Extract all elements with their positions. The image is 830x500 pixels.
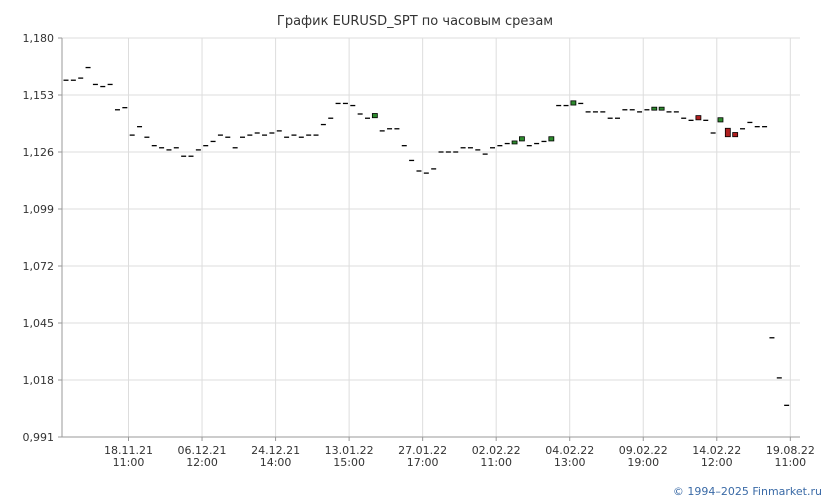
x-tick-label-date: 02.02.22 — [472, 444, 521, 457]
candle-body — [651, 106, 658, 111]
candle-body — [658, 106, 665, 111]
candle-body — [724, 127, 731, 138]
x-tick-label-time: 11:00 — [480, 456, 512, 469]
chart-title: График EURUSD_SPT по часовым срезам — [277, 14, 553, 29]
grid — [61, 37, 800, 438]
copyright-text: © 1994–2025 Finmarket.ru — [673, 485, 822, 498]
candle-body — [732, 132, 739, 138]
candle-body — [371, 113, 378, 119]
price-series — [63, 66, 790, 406]
x-tick-label-date: 14.02.22 — [692, 444, 741, 457]
y-tick-label: 1,126 — [23, 146, 55, 159]
x-axis: 18.11.2111:0006.12.2112:0024.12.2114:001… — [104, 437, 815, 469]
x-tick-label-time: 17:00 — [407, 456, 439, 469]
x-tick-label-time: 15:00 — [333, 456, 365, 469]
candle-body — [695, 115, 702, 121]
y-tick-label: 0,991 — [23, 431, 55, 444]
x-tick-label-date: 06.12.21 — [178, 444, 227, 457]
x-tick-label-date: 04.02.22 — [545, 444, 594, 457]
x-tick-label-date: 19.08.22 — [766, 444, 815, 457]
y-tick-label: 1,045 — [23, 317, 55, 330]
y-tick-label: 1,018 — [23, 374, 55, 387]
candle-body — [511, 140, 518, 145]
candle-body — [717, 117, 724, 123]
x-tick-label-time: 11:00 — [113, 456, 145, 469]
x-tick-label-time: 13:00 — [554, 456, 586, 469]
x-tick-label-time: 14:00 — [260, 456, 292, 469]
x-tick-label-date: 27.01.22 — [398, 444, 447, 457]
y-tick-label: 1,153 — [23, 89, 55, 102]
x-tick-label-time: 12:00 — [186, 456, 218, 469]
x-tick-label-date: 24.12.21 — [251, 444, 300, 457]
x-tick-label-time: 11:00 — [774, 456, 806, 469]
candle-body — [570, 100, 577, 106]
x-tick-label-time: 12:00 — [701, 456, 733, 469]
candle-body — [519, 136, 525, 142]
x-tick-label-time: 19:00 — [627, 456, 659, 469]
y-tick-label: 1,180 — [23, 32, 55, 45]
x-tick-label-date: 18.11.21 — [104, 444, 153, 457]
candle-body — [548, 136, 555, 142]
x-tick-label-date: 13.01.22 — [325, 444, 374, 457]
y-axis: 1,180 1,153 1,126 1,099 1,072 1,045 1,018 0,991 — [23, 32, 62, 444]
y-tick-label: 1,072 — [23, 260, 55, 273]
y-tick-label: 1,099 — [23, 203, 55, 216]
x-tick-label-date: 09.02.22 — [619, 444, 668, 457]
